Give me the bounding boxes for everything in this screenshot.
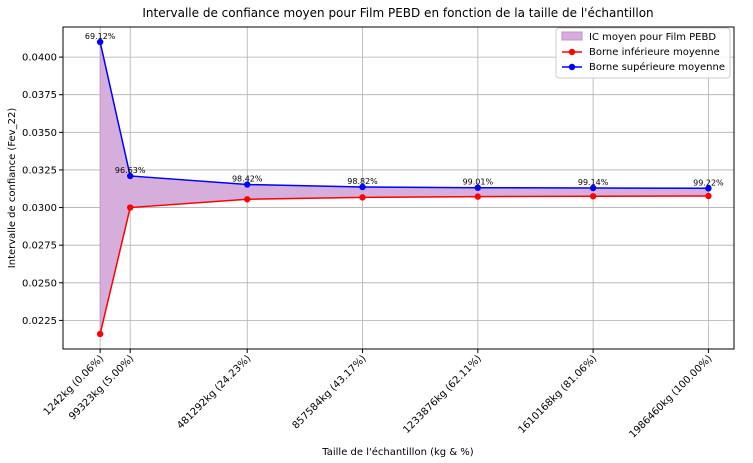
legend-swatch-fill: [561, 31, 583, 41]
y-tick: 0.0325: [22, 165, 63, 176]
series-layer: [96, 38, 712, 338]
y-tick-label: 0.0275: [22, 241, 57, 252]
data-label: 96.63%: [115, 166, 146, 175]
lower-bound-point: [474, 193, 482, 200]
y-tick: 0.0300: [22, 203, 63, 214]
upper-bound-point: [589, 184, 597, 192]
upper-bound-point: [244, 181, 251, 188]
y-axis: 0.0225 0.0250 0.0275 0.0300 0.0325 0.0350 0.03…: [22, 53, 63, 327]
data-label: 69.12%: [85, 32, 116, 41]
lower-bound-point: [359, 194, 366, 201]
y-tick: 0.0250: [22, 278, 63, 289]
legend-label-upper: Borne supérieure moyenne: [589, 61, 725, 73]
legend-marker-lower: [568, 48, 576, 56]
y-tick: 0.0375: [22, 90, 63, 101]
lower-bound-point: [96, 330, 104, 338]
upper-bound-point: [359, 183, 366, 191]
y-axis-label: Intervalle de confiance (Fev_22): [7, 108, 18, 269]
legend-box: [555, 27, 731, 79]
data-label: 99.01%: [463, 178, 494, 187]
y-tick: 0.0275: [22, 241, 63, 252]
lower-bound-point: [126, 204, 134, 211]
y-tick-label: 0.0325: [22, 165, 57, 176]
legend-marker-upper: [568, 63, 576, 71]
lower-bound-point: [705, 192, 712, 200]
legend: IC moyen pour Film PEBD Borne inférieure…: [555, 27, 731, 79]
upper-bound-point: [96, 38, 104, 46]
y-tick-label: 0.0250: [22, 278, 57, 289]
y-tick: 0.0350: [22, 128, 63, 139]
data-label: 99.14%: [578, 178, 609, 187]
data-label: 98.82%: [347, 177, 378, 186]
lower-bound-point: [244, 196, 251, 203]
legend-label-fill: IC moyen pour Film PEBD: [589, 32, 716, 43]
plot-frame: [62, 26, 735, 350]
y-tick: 0.0225: [22, 316, 63, 327]
y-tick-label: 0.0225: [22, 316, 57, 327]
y-tick: 0.0400: [22, 53, 63, 64]
data-label: 98.42%: [232, 175, 263, 184]
legend-label-lower: Borne inférieure moyenne: [589, 46, 720, 58]
lower-bound-point: [589, 193, 597, 200]
chart-title: Intervalle de confiance moyen pour Film …: [142, 6, 653, 20]
y-tick-label: 0.0300: [22, 203, 57, 214]
y-tick-label: 0.0400: [22, 53, 57, 64]
annotation-layer: 69.12% 96.63% 98.42% 98.82% 99.01% 99.14% 99.2…: [85, 32, 724, 187]
x-axis-label: Taille de l'échantillon (kg & %): [321, 446, 473, 458]
y-tick-label: 0.0350: [22, 128, 57, 139]
upper-bound-point: [474, 184, 482, 191]
y-tick-label: 0.0375: [22, 90, 57, 101]
data-label: 99.22%: [693, 178, 724, 187]
upper-bound-point: [126, 172, 134, 180]
upper-bound-point: [705, 185, 712, 192]
